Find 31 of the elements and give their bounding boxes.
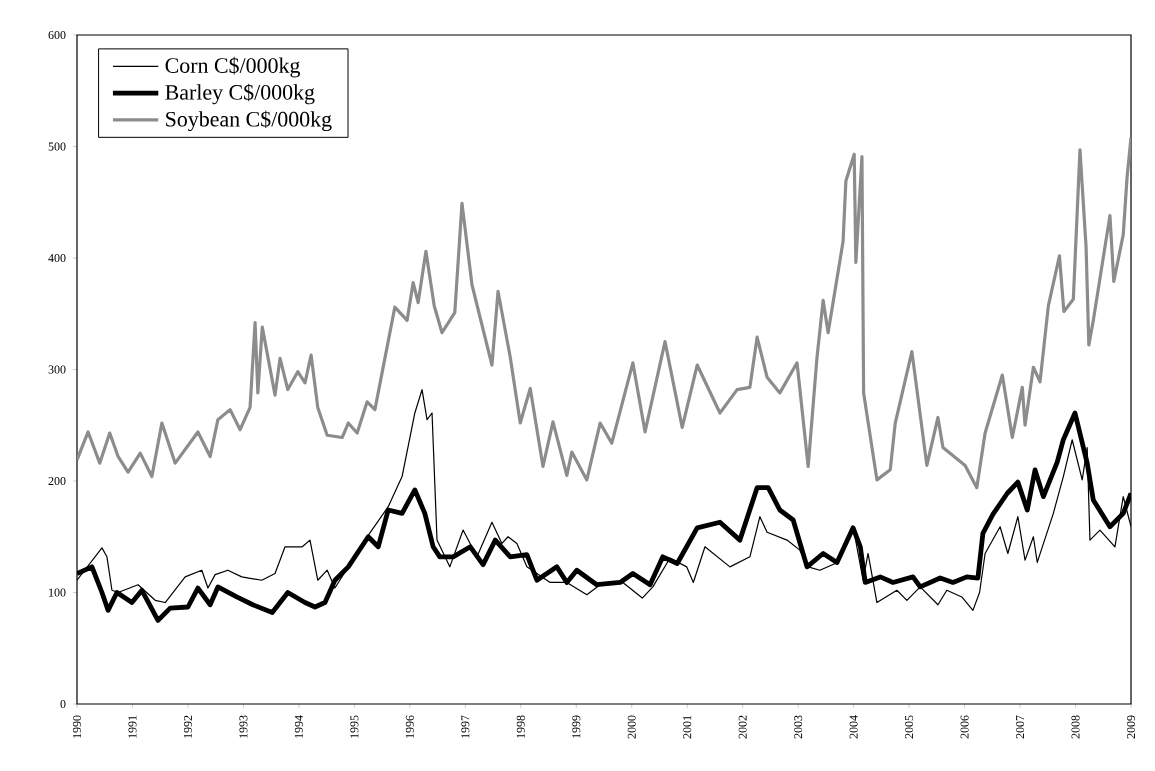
y-tick-label: 200 — [48, 476, 66, 486]
y-tick-label: 0 — [60, 699, 66, 709]
x-tick-label: 1992 — [183, 715, 192, 738]
x-tick-label: 2004 — [849, 715, 858, 739]
x-tick-label: 2006 — [960, 715, 969, 739]
x-tick-label: 2008 — [1071, 715, 1080, 739]
x-tick-label: 2001 — [683, 715, 692, 739]
x-tick-label: 1990 — [72, 715, 82, 738]
y-tick-label: 300 — [48, 365, 66, 374]
x-tick-label: 1995 — [350, 715, 359, 738]
y-tick-label: 400 — [48, 253, 66, 263]
x-tick-label: 2007 — [1016, 715, 1025, 739]
x-tick-label: 1994 — [294, 715, 303, 738]
y-tick-label: 100 — [49, 588, 66, 597]
x-tick-label: 1997 — [461, 715, 470, 738]
y-tick-label: 600 — [48, 30, 66, 40]
x-tick-label: 1996 — [405, 715, 414, 738]
x-tick-label: 1998 — [516, 715, 525, 738]
line-series — [77, 135, 1132, 490]
x-tick-label: 2000 — [627, 715, 636, 739]
x-tick-label: 2002 — [738, 715, 747, 739]
x-tick-label: 2009 — [1126, 715, 1136, 739]
legend-label: Soybean C$/000kg — [166, 110, 332, 132]
x-tick-label: 1991 — [128, 715, 137, 738]
x-tick-label: 1993 — [239, 715, 248, 738]
legend-label: Barley C$/000kg — [165, 83, 315, 105]
x-tick-label: 1999 — [572, 715, 581, 738]
x-tick-label: 2003 — [794, 715, 803, 739]
x-tick-label: 2005 — [905, 715, 914, 739]
legend-label: Corn C$/000kg — [165, 56, 300, 78]
y-tick-label: 500 — [48, 142, 66, 151]
